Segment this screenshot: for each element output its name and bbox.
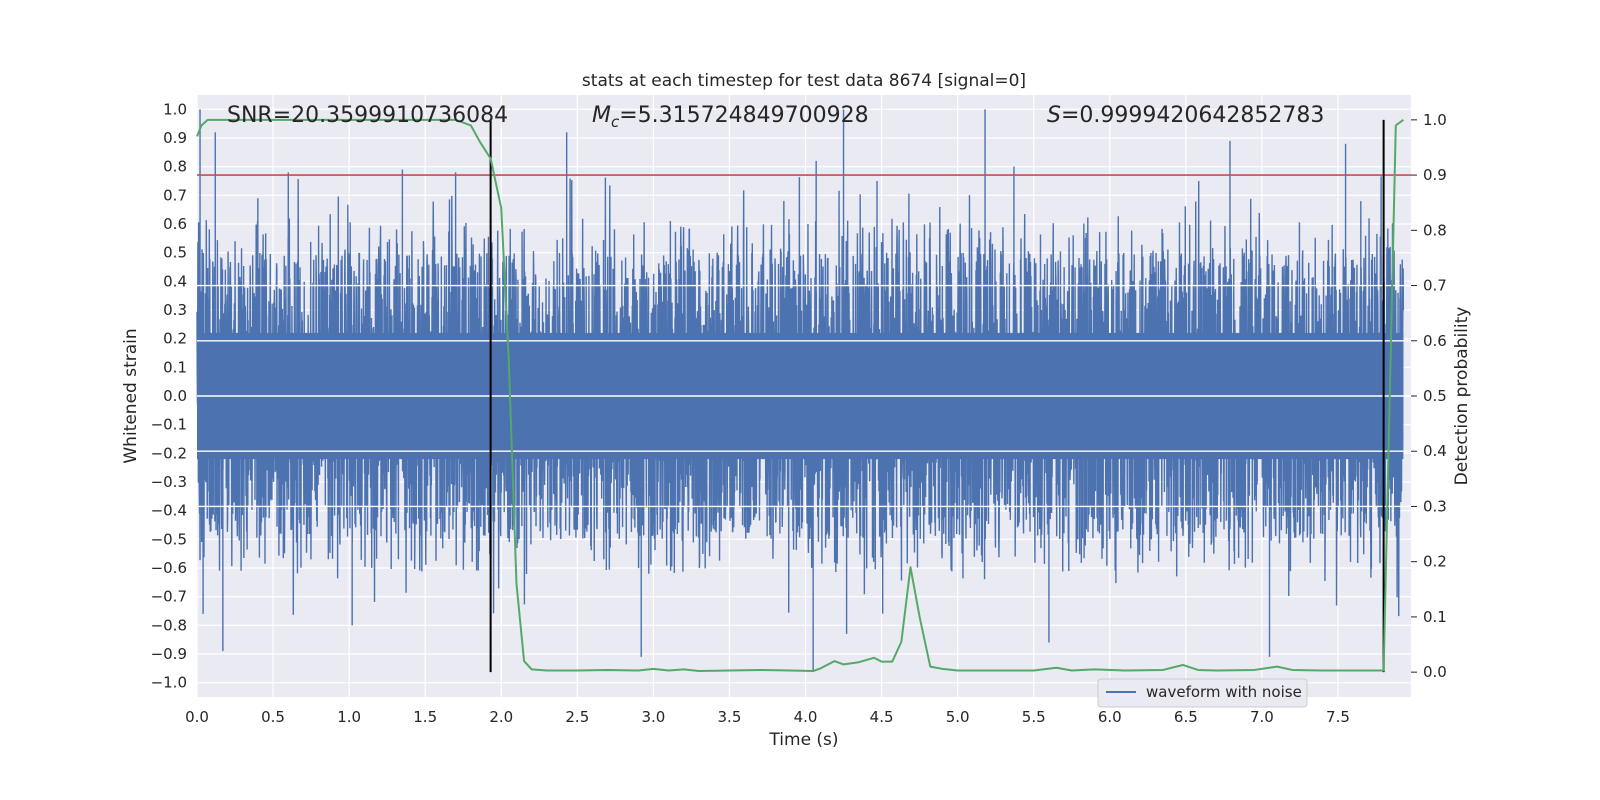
y-left-tick-label: 0.7 (163, 186, 187, 204)
y-left-tick-label: −0.8 (151, 616, 187, 634)
y-left-tick-label: 0.1 (163, 358, 187, 376)
legend-box (1097, 678, 1308, 708)
x-tick-label: 5.0 (946, 708, 970, 726)
y-left-tick-label: 0.8 (163, 158, 187, 176)
x-tick-label: 2.5 (565, 708, 589, 726)
y-right-tick-label: 0.6 (1423, 332, 1447, 350)
y-left-tick-label: 0.0 (163, 387, 187, 405)
y-right-tick-label: 0.7 (1423, 277, 1447, 295)
probability-line (196, 118, 1404, 673)
chirp-mass-symbol: M (592, 103, 611, 128)
y-left-tick-label: −0.7 (151, 588, 187, 606)
x-tick-label: 4.5 (870, 708, 894, 726)
x-tick-label: 0.5 (261, 708, 285, 726)
x-tick-label: 0.0 (185, 708, 209, 726)
probability-series (196, 118, 1404, 673)
y-right-tick-label: 0.4 (1423, 442, 1447, 460)
y-right-tick-label: 0.5 (1423, 387, 1447, 405)
x-tick-label: 7.5 (1326, 708, 1350, 726)
y-left-axis-label: Whitened strain (121, 328, 141, 463)
y-right-tick-label: 0.2 (1423, 553, 1447, 571)
stat-s-symbol: S (1047, 103, 1061, 128)
overlay-lines (197, 119, 1411, 673)
chirp-mass-value: =5.315724849700928 (619, 103, 868, 128)
x-tick-label: 5.5 (1022, 708, 1046, 726)
x-tick-label: 4.0 (794, 708, 818, 726)
left-axis-ticks: 1.0 0.9 0.8 0.7 0.6 0.5 0.4 0.3 0.2 0.1 0.0 −0.1 −0.… (151, 100, 187, 691)
x-tick-label: 3.5 (718, 708, 742, 726)
x-axis-label: Time (s) (768, 730, 838, 750)
y-left-tick-label: −0.3 (151, 473, 187, 491)
x-tick-label: 3.0 (641, 708, 665, 726)
y-left-tick-label: −0.9 (151, 645, 187, 663)
chirp-mass-annotation: Mc=5.315724849700928 (592, 103, 869, 131)
stat-s-value: =0.9999420642852783 (1061, 103, 1324, 128)
y-left-tick-label: 0.4 (163, 272, 187, 290)
snr-annotation: SNR=20.3599910736084 (227, 103, 508, 128)
x-tick-label: 7.0 (1250, 708, 1274, 726)
x-axis-ticks: 0.0 0.5 1.0 1.5 2.0 2.5 3.0 3.5 4.0 4.5 5.0 5.5 6.0 6… (185, 708, 1350, 726)
waveform-line (196, 109, 1405, 672)
x-tick-label: 6.0 (1098, 708, 1122, 726)
y-right-tick-label: 0.9 (1423, 166, 1447, 184)
y-right-tick-label: 0.1 (1423, 608, 1447, 626)
right-axis-ticks: 1.0 0.9 0.8 0.7 0.6 0.5 0.4 0.3 0.2 0.1 0.0 (1411, 111, 1447, 681)
chart-title: stats at each timestep for test data 867… (582, 71, 1026, 91)
y-left-tick-label: −0.4 (151, 502, 187, 520)
y-right-axis-label: Detection probability (1452, 307, 1472, 486)
x-tick-label: 6.5 (1174, 708, 1198, 726)
x-tick-label: 2.0 (489, 708, 513, 726)
y-left-tick-label: −0.1 (151, 416, 187, 434)
y-left-tick-label: −0.5 (151, 530, 187, 548)
y-left-tick-label: 0.3 (163, 301, 187, 319)
y-left-tick-label: −0.6 (151, 559, 187, 577)
legend-label: waveform with noise (1146, 683, 1302, 701)
y-right-tick-label: 0.8 (1423, 221, 1447, 239)
y-left-tick-label: 0.6 (163, 215, 187, 233)
y-right-tick-label: 0.0 (1423, 663, 1447, 681)
y-left-tick-label: 0.9 (163, 129, 187, 147)
y-left-tick-label: 1.0 (163, 100, 187, 118)
legend: waveform with noise (1097, 678, 1308, 708)
y-left-tick-label: −1.0 (151, 674, 187, 692)
snr-value: 20.3599910736084 (291, 103, 508, 128)
stat-s-annotation: S=0.9999420642852783 (1047, 103, 1324, 128)
x-tick-label: 1.0 (337, 708, 361, 726)
y-right-tick-label: 1.0 (1423, 111, 1447, 129)
y-left-tick-label: −0.2 (151, 444, 187, 462)
snr-prefix: SNR= (227, 103, 291, 128)
chirp-mass-subscript: c (611, 113, 620, 131)
y-right-tick-label: 0.3 (1423, 497, 1447, 515)
x-tick-label: 1.5 (413, 708, 437, 726)
y-left-tick-label: 0.2 (163, 330, 187, 348)
y-left-tick-label: 0.5 (163, 244, 187, 262)
